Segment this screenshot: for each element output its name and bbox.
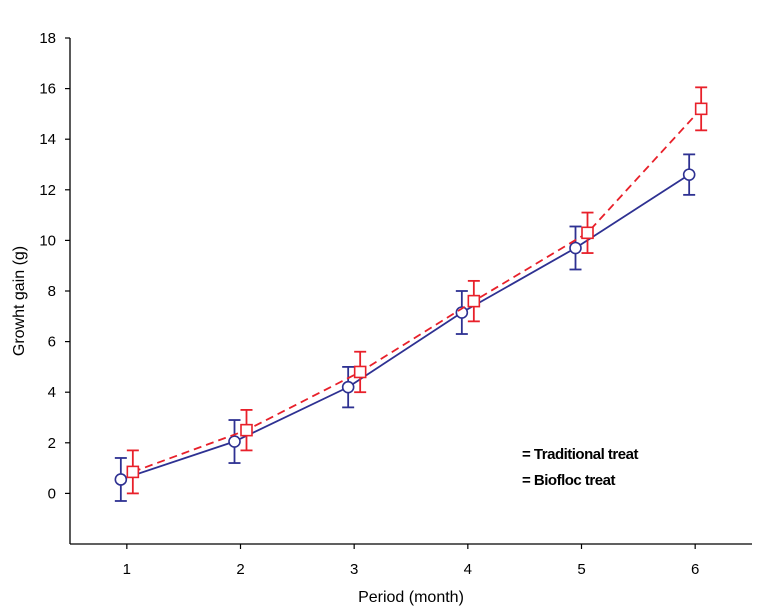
y-tick-label: 8	[48, 283, 56, 300]
y-tick-label: 10	[39, 232, 56, 249]
x-ticks: 1 2 3 4 5 6	[123, 544, 699, 578]
x-tick-label: 6	[691, 561, 699, 578]
data-point	[341, 380, 355, 394]
x-tick-label: 5	[577, 561, 585, 578]
data-point	[114, 473, 128, 486]
series-biofloc-treat	[126, 86, 708, 495]
data-point	[682, 168, 696, 181]
legend-entry-biofloc: = Biofloc treat	[522, 472, 615, 489]
y-tick-label: 18	[39, 30, 56, 47]
y-tick-label: 14	[39, 131, 56, 148]
y-ticks: 0 2 4 6 8 10 12 14 16 18	[39, 30, 70, 502]
x-tick-label: 1	[123, 561, 131, 578]
data-point	[126, 465, 140, 479]
legend-entry-traditional: = Traditional treat	[522, 446, 638, 463]
series-line	[132, 108, 702, 473]
y-tick-label: 0	[48, 485, 56, 502]
axes	[69, 38, 752, 545]
data-point	[569, 241, 582, 255]
data-point	[353, 365, 367, 379]
y-tick-label: 16	[39, 81, 56, 98]
series-traditional-treat	[114, 153, 696, 502]
y-axis-label: Growht gain (g)	[11, 246, 28, 356]
y-tick-label: 6	[48, 334, 56, 351]
x-tick-label: 2	[236, 561, 244, 578]
x-axis-label: Period (month)	[358, 589, 464, 606]
series-layer	[114, 86, 708, 502]
legend: = Traditional treat = Biofloc treat	[522, 446, 639, 489]
x-tick-label: 4	[464, 561, 472, 578]
data-point	[228, 435, 241, 448]
x-tick-label: 3	[350, 561, 358, 578]
series-line	[120, 173, 690, 481]
data-point	[694, 102, 708, 116]
y-tick-label: 2	[48, 435, 56, 452]
data-point	[581, 226, 594, 240]
y-tick-label: 4	[48, 384, 56, 401]
data-point	[467, 294, 481, 308]
y-tick-label: 12	[39, 182, 56, 199]
data-point	[240, 423, 253, 437]
